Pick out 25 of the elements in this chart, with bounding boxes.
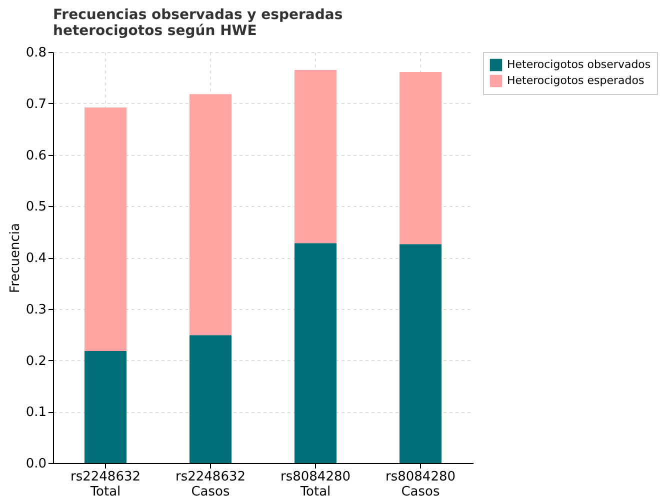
x-tick-label: rs2248632 Total	[70, 470, 141, 496]
y-tick-label: 0.3	[26, 302, 46, 318]
y-tick-label: 0.5	[26, 200, 46, 215]
y-tick-label: 0.1	[26, 405, 46, 420]
legend-label: Heterocigotos esperados	[507, 74, 644, 87]
y-tick-label: 0.4	[26, 251, 46, 266]
bar	[84, 107, 126, 352]
bar	[190, 94, 232, 336]
bar	[84, 351, 126, 463]
y-axis-title: Frecuencia	[8, 223, 23, 293]
x-tick-label: rs2248632 Casos	[175, 470, 246, 496]
y-tick-label: 0.7	[26, 96, 46, 112]
y-tick-label: 0.2	[26, 354, 46, 369]
bar	[294, 70, 336, 244]
x-tick-label: rs8084280 Casos	[385, 470, 456, 496]
bar	[400, 244, 442, 463]
bar	[294, 243, 336, 463]
legend-label: Heterocigotos observados	[507, 58, 651, 71]
bar	[400, 72, 442, 244]
chart-title: Frecuencias observadas y esperadas heterocigotos según HWE	[53, 7, 343, 39]
x-tick-label: rs8084280 Total	[280, 470, 351, 496]
y-tick-label: 0.6	[26, 148, 46, 164]
y-tick-label: 0.8	[26, 46, 46, 60]
bar	[190, 335, 232, 463]
y-tick-label: 0.0	[26, 456, 46, 472]
